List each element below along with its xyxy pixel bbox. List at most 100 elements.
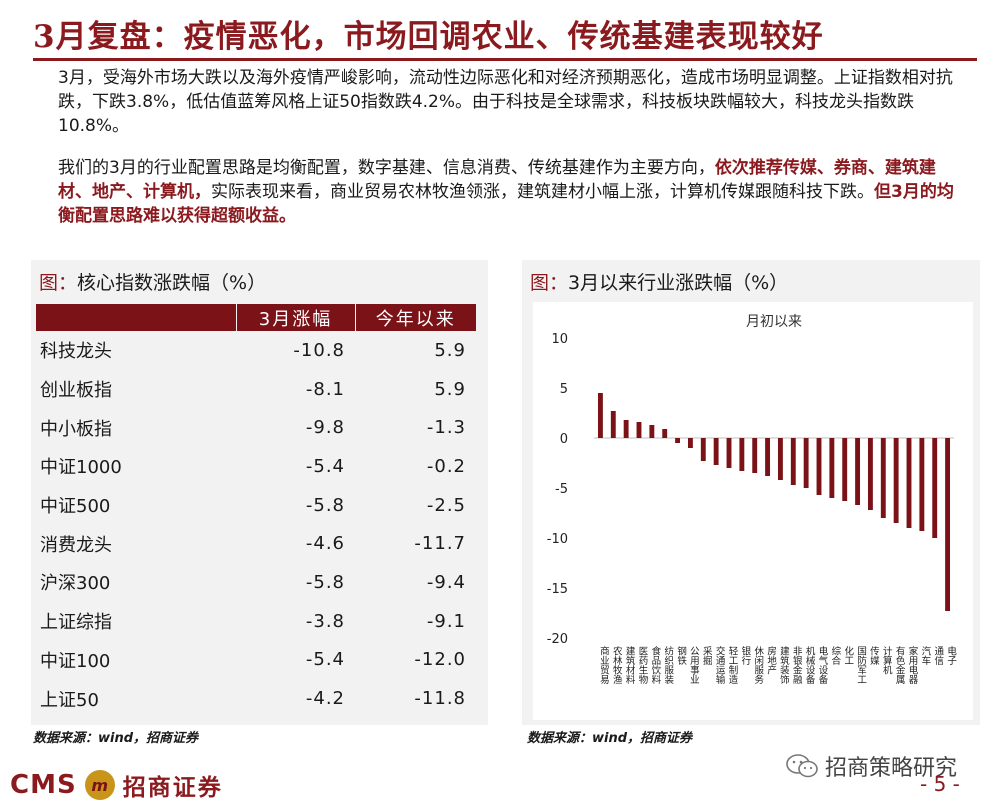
x-category-label: 国防军工 (855, 646, 867, 684)
y-tick-label: 0 (560, 432, 568, 447)
industry-chart-title-prefix: 图： (530, 272, 569, 294)
index-table-panel: 图：核心指数涨跌幅（%） 3月涨幅 今年以来 科技龙头 -10.8 5.9 创业板指 -… (31, 260, 488, 725)
cms-logo-chinese: 招商证券 (122, 775, 223, 801)
index-name-cell: 中小板指 (40, 418, 112, 440)
index-table-header-row: 3月涨幅 今年以来 (36, 304, 476, 331)
index-march-cell: -5.8 (305, 571, 345, 593)
chart-bar (649, 425, 655, 438)
index-march-cell: -5.8 (305, 494, 345, 516)
index-table-header-name (36, 304, 236, 331)
strategy-text-a: 我们的3月的行业配置思路是均衡配置，数字基建、信息消费、传统基建作为主要方向， (58, 158, 715, 178)
index-march-cell: -10.8 (293, 339, 345, 361)
index-march-cell: -5.4 (305, 455, 345, 477)
index-table: 3月涨幅 今年以来 科技龙头 -10.8 5.9 创业板指 -8.1 5.9 中小板指 -9.… (36, 304, 476, 718)
chart-bar (623, 420, 629, 438)
index-ytd-cell: 5.9 (434, 339, 466, 361)
chart-bar (675, 438, 681, 443)
industry-chart-title-text: 3月以来行业涨跌幅（%） (568, 272, 789, 294)
index-name-cell: 中证100 (40, 650, 111, 672)
strategy-highlight-recommend: 依次推荐传媒、券商、建筑建材、地产、计算机， (58, 158, 936, 202)
chart-bar (765, 438, 771, 476)
y-tick-label: -5 (555, 482, 568, 497)
x-category-label: 房地产 (765, 645, 777, 675)
watermark-text: 招商策略研究 (825, 756, 958, 781)
chart-bar (893, 438, 899, 523)
chart-bar (713, 438, 719, 465)
index-march-cell: -5.4 (305, 649, 345, 671)
index-ytd-cell: -0.2 (426, 455, 466, 477)
cms-logo-text: CMS (10, 770, 77, 800)
chart-bar (842, 438, 848, 501)
y-tick-label: -20 (547, 632, 568, 647)
index-ytd-cell: -9.4 (426, 571, 466, 593)
index-name-cell: 创业板指 (40, 380, 112, 402)
chart-bar (829, 438, 835, 498)
x-category-label: 建筑装饰 (778, 645, 790, 685)
chart-bar (597, 393, 603, 438)
x-category-label: 纺织服装 (662, 645, 674, 685)
strategy-text-c: 实际表现来看，商业贸易农林牧渔领涨，建筑建材小幅上涨，计算机传媒跟随科技下跌。 (211, 182, 874, 202)
summary-paragraph: 3月，受海外市场大跌以及海外疫情严峻影响，流动性边际恶化和对经济预期恶化，造成市… (58, 68, 953, 136)
industry-chart-panel: 图：3月以来行业涨跌幅（%） 月初以来 10 5 0 -5 -10 -15 -20 商业贸易 农林… (522, 260, 980, 725)
chart-bar (777, 438, 783, 480)
chart-bar (867, 438, 873, 510)
index-ytd-cell: 5.9 (434, 378, 466, 400)
index-name-cell: 上证50 (40, 689, 99, 711)
chart-bar (752, 438, 758, 473)
right-source-note: 数据来源：wind，招商证券 (527, 731, 693, 746)
index-name-cell: 科技龙头 (40, 341, 112, 363)
index-table-row: 中证100 -5.4 -12.0 (36, 641, 476, 680)
index-march-cell: -4.6 (305, 533, 345, 555)
y-tick-label: -10 (547, 532, 568, 547)
x-category-label: 综合 (829, 645, 841, 666)
x-category-label: 传媒 (868, 645, 880, 666)
x-category-label: 通信 (932, 646, 944, 666)
chart-bar (803, 438, 809, 488)
x-category-label: 有色金属 (894, 645, 906, 685)
x-category-label: 计算机 (881, 645, 893, 675)
chart-plot-area (533, 302, 973, 720)
index-table-row: 消费龙头 -4.6 -11.7 (36, 524, 476, 563)
x-category-label: 交通运输 (714, 645, 726, 685)
index-ytd-cell: -11.7 (414, 533, 466, 555)
y-tick-label: -15 (547, 582, 568, 597)
index-table-header-ytd: 今年以来 (354, 304, 476, 331)
x-category-label: 商业贸易 (598, 645, 610, 685)
chart-bar (662, 429, 668, 438)
chart-bar (726, 438, 732, 468)
page-number: - 5 - (920, 772, 960, 796)
index-table-row: 上证综指 -3.8 -9.1 (36, 602, 476, 641)
index-table-row: 上证50 -4.2 -11.8 (36, 679, 476, 718)
left-source-note: 数据来源：wind，招商证券 (33, 731, 199, 746)
index-ytd-cell: -1.3 (426, 417, 466, 439)
x-category-label: 建筑材料 (624, 645, 636, 685)
wechat-icon (786, 754, 818, 778)
index-name-cell: 上证综指 (40, 612, 112, 634)
x-category-label: 食品饮料 (649, 645, 661, 685)
x-category-label: 钢铁 (675, 645, 687, 666)
index-name-cell: 沪深300 (40, 573, 111, 595)
slide-title-bar: 3月复盘：疫情恶化，市场回调农业、传统基建表现较好 (33, 8, 977, 61)
x-category-label: 非银金融 (791, 645, 803, 685)
index-table-row: 中证1000 -5.4 -0.2 (36, 447, 476, 486)
x-category-label: 汽车 (919, 645, 931, 666)
index-table-row: 中小板指 -9.8 -1.3 (36, 408, 476, 447)
cms-logo: CMS m 招商证券 (10, 768, 223, 802)
chart-bar (919, 438, 925, 531)
index-march-cell: -8.1 (305, 378, 345, 400)
index-march-cell: -3.8 (305, 610, 345, 632)
x-category-label: 采掘 (701, 646, 713, 666)
x-category-label: 医药生物 (637, 646, 649, 685)
x-category-label: 机械设备 (804, 645, 816, 685)
index-table-title-text: 核心指数涨跌幅（%） (77, 272, 267, 294)
y-tick-label: 5 (560, 382, 568, 397)
chart-bar (816, 438, 822, 495)
x-category-label: 家用电器 (907, 645, 919, 684)
slide-title: 3月复盘：疫情恶化，市场回调农业、传统基建表现较好 (33, 18, 824, 55)
wechat-watermark: 招商策略研究 (785, 750, 957, 782)
index-ytd-cell: -11.8 (414, 688, 466, 710)
index-table-title: 图：核心指数涨跌幅（%） (39, 268, 266, 295)
chart-bar (855, 438, 861, 505)
x-category-label: 化工 (842, 645, 854, 665)
index-table-row: 沪深300 -5.8 -9.4 (36, 563, 476, 602)
